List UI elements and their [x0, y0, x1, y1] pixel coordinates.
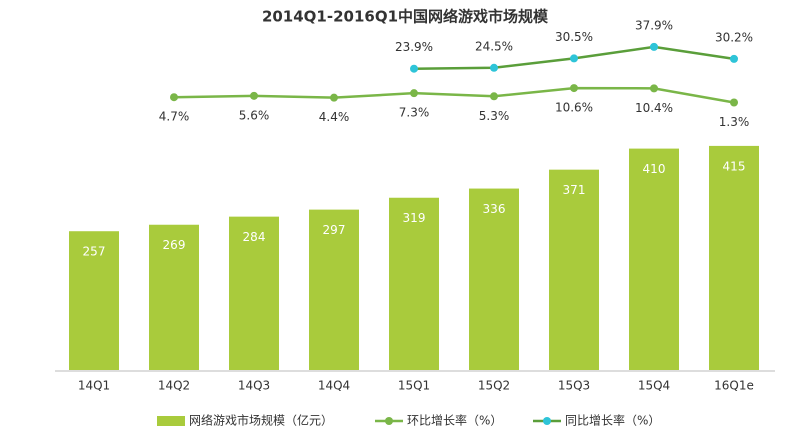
legend-label: 网络游戏市场规模（亿元） [189, 413, 333, 428]
line-value-label: 23.9% [395, 40, 433, 54]
line-value-label: 5.6% [239, 108, 270, 122]
x-tick-label: 14Q3 [238, 379, 270, 393]
x-tick-label: 16Q1e [714, 379, 754, 393]
bar-value-label: 297 [323, 223, 346, 237]
line-value-label: 4.7% [159, 110, 190, 124]
bar-value-label: 269 [163, 238, 186, 252]
legend-marker [543, 417, 551, 425]
line-value-label: 7.3% [399, 106, 430, 120]
line-marker [490, 92, 498, 101]
bar-value-label: 410 [643, 162, 666, 176]
line-marker [730, 98, 738, 107]
chart-title: 2014Q1-2016Q1中国网络游戏市场规模 [262, 8, 549, 26]
x-tick-label: 14Q1 [78, 379, 110, 393]
bar-value-label: 371 [563, 183, 586, 197]
bar-value-label: 415 [723, 159, 746, 173]
x-tick-label: 14Q2 [158, 379, 190, 393]
line-value-label: 5.3% [479, 109, 510, 123]
bar [549, 169, 599, 370]
legend-swatch [157, 416, 185, 426]
line-marker [250, 91, 258, 100]
line-marker [490, 63, 498, 72]
line-marker [730, 54, 738, 63]
bar [149, 224, 199, 370]
line-value-label: 37.9% [635, 18, 673, 32]
bar-value-label: 319 [403, 211, 426, 225]
bar [709, 145, 759, 370]
bar-value-label: 257 [83, 245, 106, 259]
legend-marker [385, 417, 393, 425]
line-marker [570, 84, 578, 93]
line-marker [650, 84, 658, 93]
bar [229, 216, 279, 370]
line-value-label: 30.2% [715, 30, 753, 44]
line-value-label: 10.4% [635, 101, 673, 115]
line-value-label: 10.6% [555, 101, 593, 115]
bar-value-label: 336 [483, 202, 506, 216]
line-value-label: 1.3% [719, 115, 750, 129]
line-value-label: 24.5% [475, 39, 513, 53]
x-tick-label: 15Q1 [398, 379, 430, 393]
line-marker [170, 93, 178, 102]
line-marker [570, 54, 578, 63]
bar [389, 197, 439, 370]
line-marker [330, 93, 338, 102]
line [173, 86, 735, 104]
line-value-label: 4.4% [319, 110, 350, 124]
line-marker [410, 64, 418, 73]
line-value-label: 30.5% [555, 30, 593, 44]
line-marker [650, 42, 658, 51]
bar [469, 188, 519, 370]
x-tick-label: 15Q2 [478, 379, 510, 393]
line-marker [410, 89, 418, 98]
legend-label: 同比增长率（%） [565, 413, 660, 428]
bar-value-label: 284 [243, 230, 266, 244]
legend-label: 环比增长率（%） [407, 413, 502, 428]
x-tick-label: 15Q4 [638, 379, 670, 393]
bar [69, 231, 119, 370]
x-tick-label: 15Q3 [558, 379, 590, 393]
x-tick-label: 14Q4 [318, 379, 350, 393]
bar [629, 148, 679, 370]
bar [309, 209, 359, 370]
